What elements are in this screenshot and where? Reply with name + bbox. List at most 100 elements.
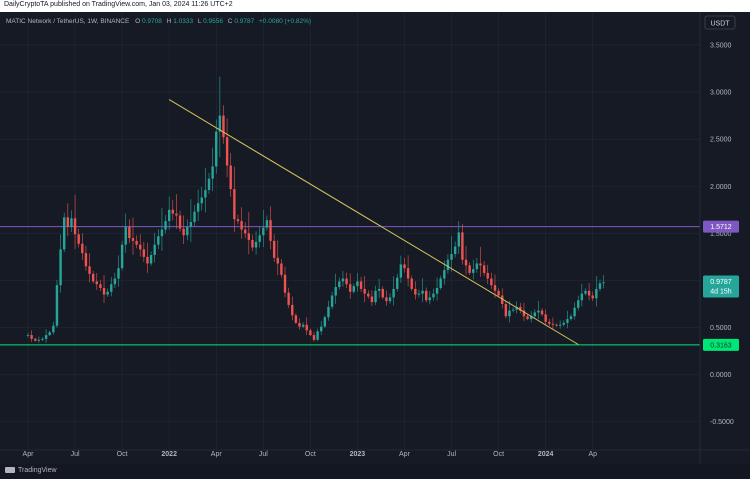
candle-body	[341, 278, 345, 282]
candle-body	[189, 222, 193, 227]
candle-body	[508, 310, 511, 317]
candle-body	[124, 226, 127, 245]
candle-body	[30, 335, 33, 339]
candle-body	[167, 209, 171, 222]
candle-body	[88, 266, 91, 274]
candle-body	[327, 306, 330, 318]
grid	[0, 12, 700, 450]
candle-body	[196, 203, 200, 212]
candle-body	[428, 297, 432, 301]
candle-body	[363, 288, 366, 294]
candle-body	[283, 274, 287, 293]
candle-body	[359, 281, 363, 289]
y-tick-label: 0.0000	[710, 372, 732, 379]
support-label: 0.3163	[710, 342, 732, 349]
candle-body	[55, 285, 59, 326]
candle-body	[482, 265, 486, 273]
candle-body	[479, 263, 482, 266]
candle-body	[171, 209, 174, 214]
legend-l-value: 0.9556	[203, 18, 223, 25]
candle-body	[511, 309, 515, 311]
candle-body	[519, 306, 522, 311]
candle-body	[435, 287, 439, 294]
candle-body	[555, 324, 558, 326]
x-tick-label: Jul	[71, 451, 80, 458]
publisher-bar: DailyCryptoTA published on TradingView.c…	[0, 0, 750, 12]
candle-body	[522, 310, 526, 317]
candle-body	[497, 290, 500, 296]
candle-body	[44, 335, 48, 339]
candle-body	[276, 257, 279, 264]
candle-body	[229, 165, 232, 190]
candle-body	[280, 263, 283, 275]
chart-area[interactable]: 3.50003.00002.50002.00001.50001.00000.50…	[0, 12, 750, 464]
candle-body	[251, 239, 254, 248]
candle-body	[233, 189, 236, 220]
x-tick-label: 2024	[538, 451, 554, 458]
candle-body	[160, 229, 164, 237]
currency-label: USDT	[710, 21, 730, 28]
candle-body	[367, 293, 370, 297]
candle-body	[131, 238, 135, 241]
candle-body	[352, 286, 355, 292]
y-tick-label: 2.0000	[710, 184, 732, 191]
candle-body	[396, 277, 399, 289]
candle-body	[529, 316, 533, 320]
support-label-box	[703, 338, 739, 351]
candle-body	[584, 290, 587, 294]
currency-badge-box[interactable]	[704, 15, 736, 30]
candle-body	[128, 226, 131, 239]
currency-badge[interactable]: USDT	[704, 15, 736, 30]
candle-body	[370, 296, 374, 303]
candle-body	[77, 234, 80, 244]
candle-body	[63, 217, 66, 250]
candle-body	[222, 115, 225, 138]
x-tick-label: Ap	[588, 451, 597, 458]
candle-body	[421, 290, 424, 294]
candle-body	[70, 218, 73, 227]
horizontal-levels	[0, 226, 700, 346]
candle-body	[377, 288, 381, 291]
axes: 3.50003.00002.50002.00001.50001.00000.50…	[0, 12, 750, 464]
candle-body	[598, 283, 602, 289]
candle-body	[272, 240, 276, 258]
candle-body	[403, 264, 406, 269]
candle-body	[399, 264, 403, 278]
legend-o-label: O	[135, 18, 140, 25]
y-tick-label: 3.0000	[710, 90, 732, 97]
price-chart[interactable]: 3.50003.00002.50002.00001.50001.00000.50…	[0, 12, 750, 464]
price-labels: 1.5712 0.3163 0.9787 4d 15h	[703, 220, 739, 351]
candle-body	[558, 324, 562, 326]
candle-body	[236, 219, 240, 222]
candles	[26, 76, 605, 343]
candle-body	[533, 312, 536, 317]
candle-body	[52, 325, 55, 333]
candle-body	[218, 115, 222, 132]
candle-body	[204, 190, 207, 198]
x-tick-label: Oct	[117, 451, 128, 458]
tradingview-icon	[5, 467, 15, 473]
candle-body	[240, 221, 243, 230]
candle-body	[258, 235, 261, 242]
candle-body	[110, 284, 113, 292]
candle-body	[446, 259, 450, 271]
y-tick-label: 1.5000	[710, 231, 732, 238]
candle-body	[142, 249, 146, 257]
candle-body	[135, 240, 138, 245]
candle-body	[486, 272, 489, 279]
legend-c-label: C	[228, 18, 233, 25]
candle-body	[425, 290, 428, 301]
candle-body	[301, 324, 305, 327]
candle-body	[406, 268, 410, 279]
candle-body	[348, 284, 352, 292]
candle-body	[450, 254, 453, 260]
candle-body	[117, 268, 120, 279]
candle-body	[95, 281, 98, 285]
candle-body	[207, 178, 211, 191]
candle-body	[504, 304, 508, 317]
candle-body	[139, 244, 142, 250]
x-tick-label: Apr	[399, 451, 411, 458]
tradingview-logo[interactable]: TradingView	[5, 467, 57, 474]
candle-body	[595, 288, 598, 299]
x-tick-label: Jul	[447, 451, 456, 458]
